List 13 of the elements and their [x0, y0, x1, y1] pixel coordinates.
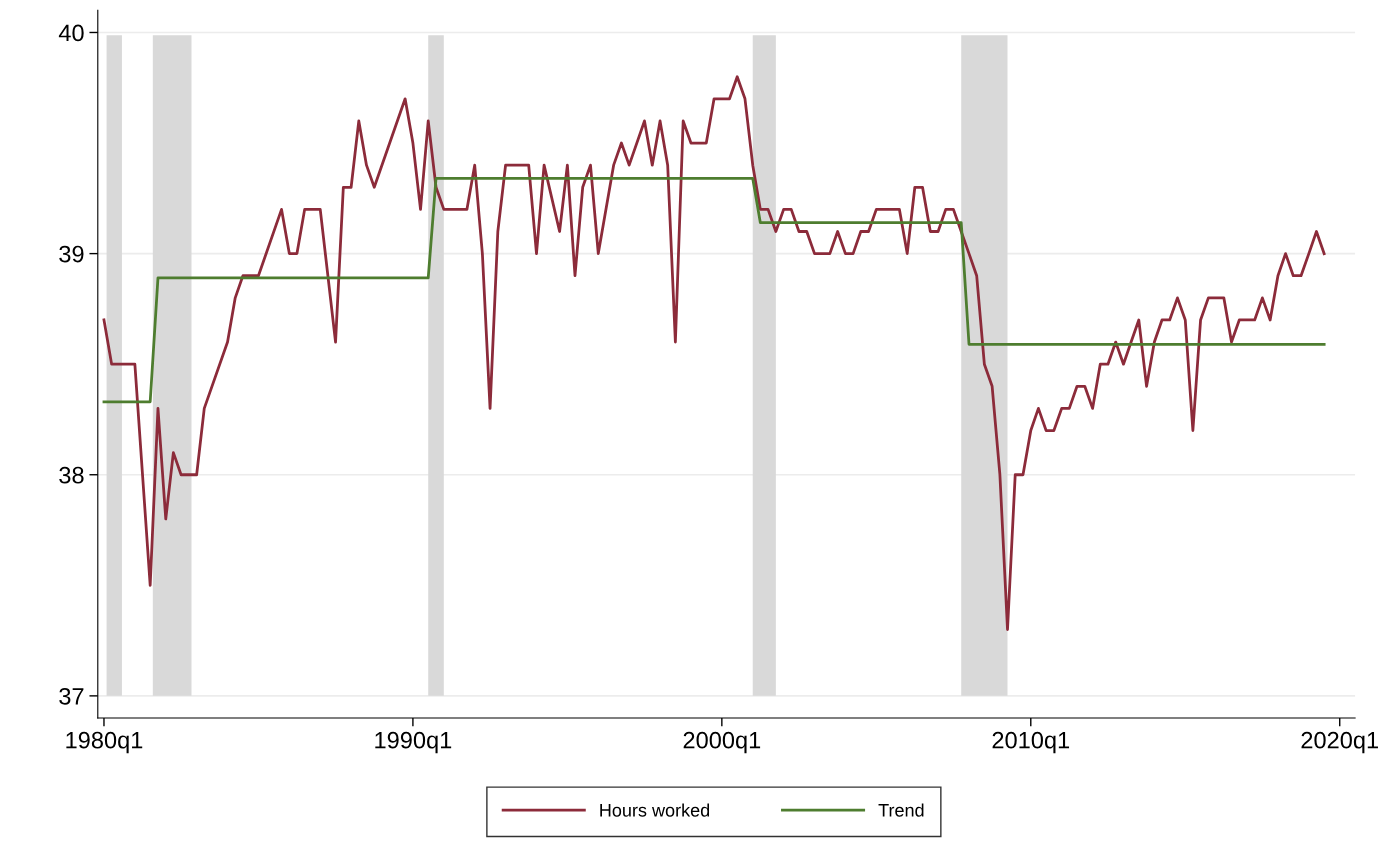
- y-tick-label: 38: [59, 466, 84, 484]
- y-tick-label: 40: [58, 24, 84, 42]
- y-tick-label: 39: [59, 245, 84, 263]
- legend-label: Trend: [878, 803, 924, 817]
- line-series: [102, 177, 1326, 404]
- x-tick-label: 1980q1: [66, 731, 143, 754]
- x-tick-label: 2010q1: [992, 731, 1070, 754]
- x-tick-label: 2020q1: [1301, 731, 1378, 754]
- legend-label: Hours worked: [600, 803, 710, 817]
- x-tick-label: 2000q1: [683, 731, 761, 754]
- x-tick-label: 1990q1: [375, 731, 452, 754]
- line-series: [102, 75, 1326, 631]
- y-tick-label: 37: [59, 687, 84, 705]
